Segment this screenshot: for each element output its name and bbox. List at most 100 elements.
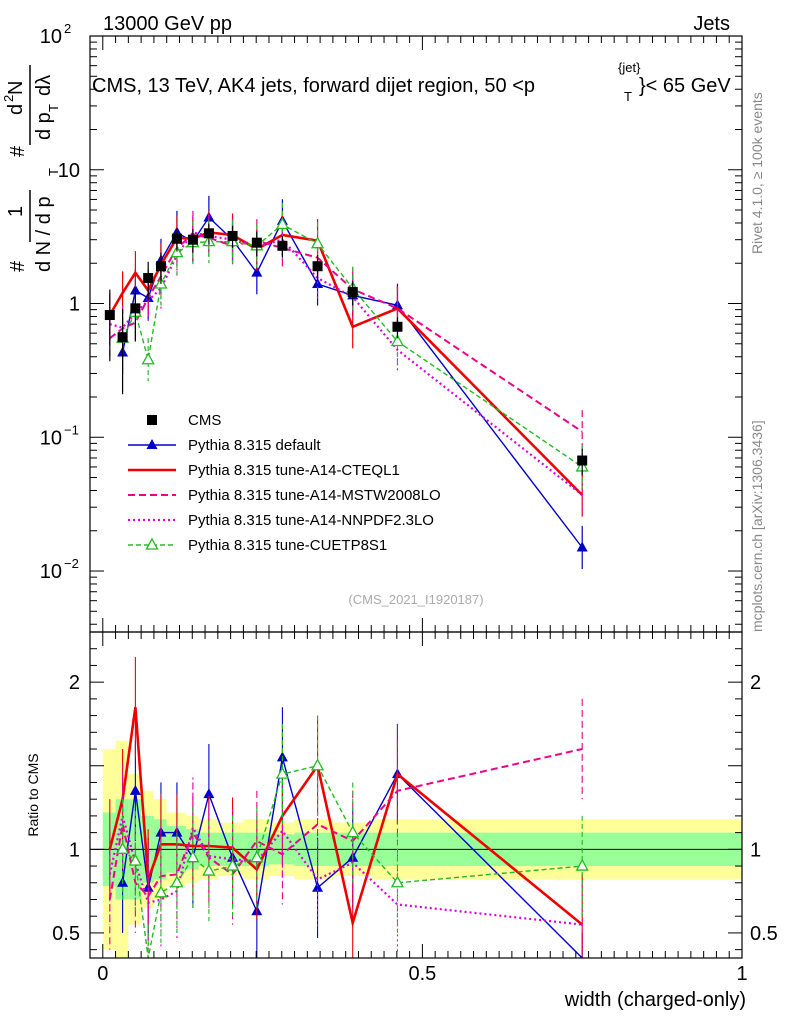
cms-point bbox=[251, 237, 262, 248]
ratio-point-cuetp8s1 bbox=[128, 853, 142, 866]
main-ytick-label: 1 bbox=[69, 294, 80, 316]
ratio-point-cuetp8s1 bbox=[275, 766, 290, 779]
main-ytick-exponent: −1 bbox=[64, 422, 79, 437]
ratio-point-cuetp8s1 bbox=[575, 858, 589, 871]
cms-point bbox=[577, 455, 588, 466]
ylabel-d: d bbox=[5, 104, 27, 115]
series-point-default bbox=[251, 266, 263, 277]
x-axis-label: width (charged-only) bbox=[564, 989, 746, 1011]
main-ytick-label: 10 bbox=[40, 26, 62, 48]
analysis-id: (CMS_2021_I1920187) bbox=[348, 592, 483, 607]
legend-label-mstw: Pythia 8.315 tune-A14-MSTW2008LO bbox=[188, 487, 441, 504]
cms-point bbox=[392, 321, 403, 332]
rivet-label: Rivet 4.1.0, ≥ 100k events bbox=[749, 92, 765, 254]
ratio-point-cuetp8s1 bbox=[346, 825, 360, 838]
ratio-ytick-label: 2 bbox=[69, 672, 80, 694]
legend-marker-cms bbox=[147, 415, 157, 425]
legend-marker-default bbox=[146, 439, 158, 449]
ratio-point-cuetp8s1 bbox=[202, 863, 216, 876]
xtick-label: 0.5 bbox=[408, 963, 436, 985]
ylabel-dlambda: dλ bbox=[33, 75, 55, 96]
legend-marker-cuetp8s1 bbox=[145, 537, 159, 550]
legend-item-cms: CMS bbox=[147, 412, 221, 429]
legend: CMS Pythia 8.315 default Pythia 8.315 tune… bbox=[128, 412, 441, 554]
series-point-cuetp8s1 bbox=[310, 236, 325, 249]
series-line-cuetp8s1 bbox=[121, 223, 583, 468]
ratio-ytick-label-right: 2 bbox=[750, 672, 761, 694]
cms-point bbox=[171, 233, 182, 244]
ratio-series-cteql1 bbox=[108, 657, 584, 958]
series-mstw bbox=[109, 212, 583, 454]
series-point-cuetp8s1 bbox=[141, 352, 155, 365]
legend-item-cuetp8s1: Pythia 8.315 tune-CUETP8S1 bbox=[128, 537, 387, 554]
main-ytick-label: 10 bbox=[58, 160, 80, 182]
ratio-point-default bbox=[312, 881, 324, 892]
ratio-point-cuetp8s1 bbox=[225, 858, 240, 871]
ratio-point-cuetp8s1 bbox=[186, 850, 200, 863]
ratio-point-default bbox=[129, 784, 141, 795]
ylabel-dn-dpt: d N / d p bbox=[33, 196, 55, 272]
ratio-frame bbox=[89, 631, 743, 959]
main-ytick-exponent: 2 bbox=[64, 21, 71, 36]
cms-point bbox=[277, 240, 288, 251]
main-ylabel: # 1 d N / d p T # d p T dλ d 2 N bbox=[1, 65, 61, 272]
plot-title-sup: {jet} bbox=[618, 60, 641, 75]
cms-point bbox=[155, 261, 166, 272]
ratio-ylabel: Ratio to CMS bbox=[25, 753, 41, 836]
series-point-cuetp8s1 bbox=[390, 334, 405, 347]
cms-point bbox=[187, 234, 198, 245]
ratio-ytick-label-right: 1 bbox=[750, 839, 761, 861]
ratio-layer bbox=[90, 657, 742, 959]
cms-point bbox=[203, 228, 214, 239]
ylabel-one: 1 bbox=[5, 206, 27, 217]
cms-point bbox=[227, 230, 238, 241]
main-ytick-exponent: −2 bbox=[64, 556, 79, 571]
ratio-point-cuetp8s1 bbox=[170, 875, 184, 888]
legend-label-cteql1: Pythia 8.315 tune-A14-CTEQL1 bbox=[188, 462, 400, 479]
ratio-point-cuetp8s1 bbox=[390, 875, 405, 888]
plot-title: CMS, 13 TeV, AK4 jets, forward dijet reg… bbox=[92, 60, 731, 104]
ratio-ytick-label-right: 0.5 bbox=[750, 923, 778, 945]
main-ytick-label: 10 bbox=[40, 561, 62, 583]
legend-label-cuetp8s1: Pythia 8.315 tune-CUETP8S1 bbox=[188, 537, 387, 554]
series-point-cuetp8s1 bbox=[275, 217, 290, 230]
plot-title-main: CMS, 13 TeV, AK4 jets, forward dijet reg… bbox=[92, 75, 535, 97]
legend-label-default: Pythia 8.315 default bbox=[188, 437, 321, 454]
ratio-ytick-label: 1 bbox=[69, 839, 80, 861]
legend-item-mstw: Pythia 8.315 tune-A14-MSTW2008LO bbox=[128, 487, 441, 504]
cms-point bbox=[143, 273, 154, 284]
cms-point bbox=[104, 310, 115, 321]
mcplots-label: mcplots.cern.ch [arXiv:1306.3436] bbox=[749, 420, 765, 632]
ratio-point-default bbox=[203, 788, 215, 799]
main-layer bbox=[104, 195, 589, 570]
ylabel-t-sub-2: T bbox=[46, 104, 61, 112]
xtick-label: 1 bbox=[736, 963, 747, 985]
series-point-default bbox=[576, 541, 588, 552]
series-point-cuetp8s1 bbox=[170, 245, 184, 258]
ratio-point-cuetp8s1 bbox=[116, 841, 130, 854]
cms-point bbox=[117, 332, 128, 343]
xtick-label: 0 bbox=[97, 963, 108, 985]
legend-item-default: Pythia 8.315 default bbox=[128, 437, 321, 454]
legend-label-cms: CMS bbox=[188, 412, 221, 429]
ylabel-squared: 2 bbox=[1, 95, 16, 102]
ratio-series-cuetp8s1 bbox=[116, 715, 589, 959]
cms-point bbox=[347, 286, 358, 297]
series-cms bbox=[104, 223, 588, 476]
ratio-ytick-label: 0.5 bbox=[52, 923, 80, 945]
plot-title-sub: T bbox=[624, 89, 632, 104]
ylabel-hash-1: # bbox=[7, 260, 29, 272]
legend-item-nnpdf: Pythia 8.315 tune-A14-NNPDF2.3LO bbox=[128, 512, 434, 529]
ratio-point-cuetp8s1 bbox=[154, 885, 168, 898]
ratio-point-cuetp8s1 bbox=[310, 758, 325, 771]
legend-label-nnpdf: Pythia 8.315 tune-A14-NNPDF2.3LO bbox=[188, 512, 434, 529]
ylabel-hash-2: # bbox=[7, 145, 29, 157]
cms-point bbox=[130, 303, 141, 314]
ratio-point-cuetp8s1 bbox=[250, 850, 264, 863]
ylabel-t-sub-1: T bbox=[46, 168, 61, 176]
ratio-line-default bbox=[121, 757, 583, 959]
ylabel-n: N bbox=[5, 81, 27, 95]
series-line-mstw bbox=[109, 233, 583, 433]
ylabel-d-pt: d p bbox=[33, 112, 55, 140]
